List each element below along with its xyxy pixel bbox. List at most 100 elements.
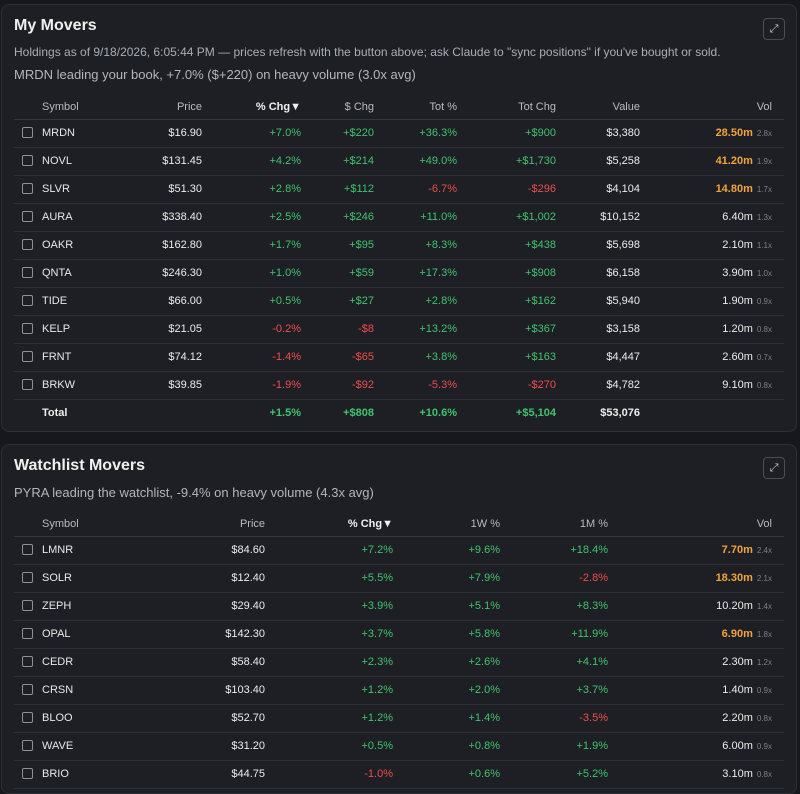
expand-icon[interactable]: ⤢ bbox=[763, 457, 785, 479]
holdings-subtitle: Holdings as of 9/18/2026, 6:05:44 PM — p… bbox=[14, 45, 721, 59]
row-checkbox[interactable] bbox=[22, 295, 33, 306]
col-tot-chg[interactable]: Tot Chg bbox=[518, 101, 556, 113]
symbol-cell[interactable]: FRNT bbox=[42, 351, 72, 363]
row-checkbox[interactable] bbox=[22, 544, 33, 555]
col-pct-chg[interactable]: % Chg▼ bbox=[347, 518, 393, 530]
table-row[interactable]: SLVR $51.30 +2.8% +$112 -6.7% -$296 $4,1… bbox=[14, 175, 784, 204]
col-vol[interactable]: Vol bbox=[756, 101, 772, 113]
table-row[interactable]: BRKW $39.85 -1.9% -$92 -5.3% -$270 $4,78… bbox=[14, 371, 784, 400]
price-cell: $16.90 bbox=[168, 127, 202, 139]
symbol-cell[interactable]: SOLR bbox=[42, 572, 72, 584]
symbol-cell[interactable]: BLOO bbox=[42, 712, 73, 724]
symbol-cell[interactable]: QNTA bbox=[42, 267, 72, 279]
value-cell: $5,940 bbox=[606, 295, 640, 307]
table-row[interactable]: BRIO $44.75 -1.0% +0.6% +5.2% 3.10m 0.8x bbox=[14, 760, 784, 789]
symbol-cell[interactable]: OAKR bbox=[42, 239, 74, 251]
symbol-cell[interactable]: SLVR bbox=[42, 183, 70, 195]
vol-cell: 6.40m 1.3x bbox=[722, 203, 772, 231]
table-row[interactable]: OPAL $142.30 +3.7% +5.8% +11.9% 6.90m 1.… bbox=[14, 620, 784, 649]
table-row[interactable]: CRSN $103.40 +1.2% +2.0% +3.7% 1.40m 0.9… bbox=[14, 676, 784, 705]
tot-pct-cell: +11.0% bbox=[420, 211, 457, 223]
row-checkbox[interactable] bbox=[22, 239, 33, 250]
symbol-cell[interactable]: KELP bbox=[42, 323, 71, 335]
table-row[interactable]: QNTA $246.30 +1.0% +$59 +17.3% +$908 $6,… bbox=[14, 259, 784, 288]
table-row[interactable]: LMNR $84.60 +7.2% +9.6% +18.4% 7.70m 2.4… bbox=[14, 536, 784, 565]
table-row[interactable]: CEDR $58.40 +2.3% +2.6% +4.1% 2.30m 1.2x bbox=[14, 648, 784, 677]
vol-cell: 2.20m 0.8x bbox=[722, 704, 772, 732]
watchlist-movers-panel: Watchlist Movers ⤢ PYRA leading the watc… bbox=[1, 444, 797, 794]
pct-chg-cell: -1.0% bbox=[364, 768, 393, 780]
vol-multiple: 1.2x bbox=[756, 657, 772, 667]
col-1w-pct[interactable]: 1W % bbox=[470, 518, 500, 530]
table-row[interactable]: NOVL $131.45 +4.2% +$214 +49.0% +$1,730 … bbox=[14, 147, 784, 176]
vol-multiple: 0.9x bbox=[756, 741, 772, 751]
row-checkbox[interactable] bbox=[22, 267, 33, 278]
table-row[interactable]: WAVE $31.20 +0.5% +0.8% +1.9% 6.00m 0.9x bbox=[14, 732, 784, 761]
symbol-cell[interactable]: NOVL bbox=[42, 155, 72, 167]
row-checkbox[interactable] bbox=[22, 740, 33, 751]
expand-icon[interactable]: ⤢ bbox=[763, 18, 785, 40]
symbol-cell[interactable]: BRKW bbox=[42, 379, 75, 391]
vol-cell: 3.10m 0.8x bbox=[722, 760, 772, 788]
row-checkbox[interactable] bbox=[22, 323, 33, 334]
symbol-cell[interactable]: CRSN bbox=[42, 684, 74, 696]
row-checkbox[interactable] bbox=[22, 155, 33, 166]
col-1m-pct[interactable]: 1M % bbox=[579, 518, 608, 530]
table-row[interactable]: ZEPH $29.40 +3.9% +5.1% +8.3% 10.20m 1.4… bbox=[14, 592, 784, 621]
watchlist-table-header: Symbol Price % Chg▼ 1W % 1M % Vol bbox=[14, 512, 784, 537]
row-checkbox[interactable] bbox=[22, 572, 33, 583]
symbol-cell[interactable]: OPAL bbox=[42, 628, 71, 640]
row-checkbox[interactable] bbox=[22, 211, 33, 222]
dollar-chg-cell: -$65 bbox=[351, 351, 374, 363]
dollar-chg-cell: +$95 bbox=[349, 239, 374, 251]
value-cell: $3,380 bbox=[606, 127, 640, 139]
col-symbol[interactable]: Symbol bbox=[42, 101, 79, 113]
row-checkbox[interactable] bbox=[22, 768, 33, 779]
tot-chg-cell: -$296 bbox=[527, 183, 556, 195]
vol-cell: 10.20m 1.4x bbox=[716, 592, 772, 620]
my-movers-title: My Movers bbox=[14, 17, 97, 34]
tot-chg-cell: +$163 bbox=[525, 351, 556, 363]
tot-chg-cell: +$1,002 bbox=[515, 211, 556, 223]
1w-pct-cell: +0.6% bbox=[468, 768, 501, 780]
col-pct-chg[interactable]: % Chg▼ bbox=[255, 101, 301, 113]
row-checkbox[interactable] bbox=[22, 712, 33, 723]
vol-cell: 9.10m 0.8x bbox=[722, 371, 772, 399]
symbol-cell[interactable]: MRDN bbox=[42, 127, 75, 139]
dollar-chg-cell: +$112 bbox=[343, 183, 374, 195]
col-tot-pct[interactable]: Tot % bbox=[429, 101, 457, 113]
col-value[interactable]: Value bbox=[612, 101, 640, 113]
symbol-cell[interactable]: BRIO bbox=[42, 768, 69, 780]
table-row[interactable]: MRDN $16.90 +7.0% +$220 +36.3% +$900 $3,… bbox=[14, 119, 784, 148]
symbol-cell[interactable]: AURA bbox=[42, 211, 73, 223]
symbol-cell[interactable]: CEDR bbox=[42, 656, 74, 668]
table-row[interactable]: TIDE $66.00 +0.5% +$27 +2.8% +$162 $5,94… bbox=[14, 287, 784, 316]
col-price[interactable]: Price bbox=[239, 518, 265, 530]
col-vol[interactable]: Vol bbox=[756, 518, 772, 530]
row-checkbox[interactable] bbox=[22, 127, 33, 138]
row-checkbox[interactable] bbox=[22, 628, 33, 639]
col-symbol[interactable]: Symbol bbox=[42, 518, 79, 530]
table-row[interactable]: KELP $21.05 -0.2% -$8 +13.2% +$367 $3,15… bbox=[14, 315, 784, 344]
row-checkbox[interactable] bbox=[22, 684, 33, 695]
row-checkbox[interactable] bbox=[22, 656, 33, 667]
row-checkbox[interactable] bbox=[22, 600, 33, 611]
price-cell: $58.40 bbox=[231, 656, 265, 668]
table-row[interactable]: SOLR $12.40 +5.5% +7.9% -2.8% 18.30m 2.1… bbox=[14, 564, 784, 593]
symbol-cell[interactable]: LMNR bbox=[42, 544, 74, 556]
price-cell: $29.40 bbox=[231, 600, 265, 612]
row-checkbox[interactable] bbox=[22, 379, 33, 390]
table-row[interactable]: AURA $338.40 +2.5% +$246 +11.0% +$1,002 … bbox=[14, 203, 784, 232]
table-row[interactable]: BLOO $52.70 +1.2% +1.4% -3.5% 2.20m 0.8x bbox=[14, 704, 784, 733]
price-cell: $84.60 bbox=[231, 544, 265, 556]
symbol-cell[interactable]: WAVE bbox=[42, 740, 74, 752]
table-row[interactable]: FRNT $74.12 -1.4% -$65 +3.8% +$163 $4,44… bbox=[14, 343, 784, 372]
vol-multiple: 0.8x bbox=[756, 713, 772, 723]
symbol-cell[interactable]: TIDE bbox=[42, 295, 68, 307]
row-checkbox[interactable] bbox=[22, 351, 33, 362]
row-checkbox[interactable] bbox=[22, 183, 33, 194]
table-row[interactable]: OAKR $162.80 +1.7% +$95 +8.3% +$438 $5,6… bbox=[14, 231, 784, 260]
symbol-cell[interactable]: ZEPH bbox=[42, 600, 72, 612]
col-dollar-chg[interactable]: $ Chg bbox=[344, 101, 374, 113]
col-price[interactable]: Price bbox=[176, 101, 202, 113]
